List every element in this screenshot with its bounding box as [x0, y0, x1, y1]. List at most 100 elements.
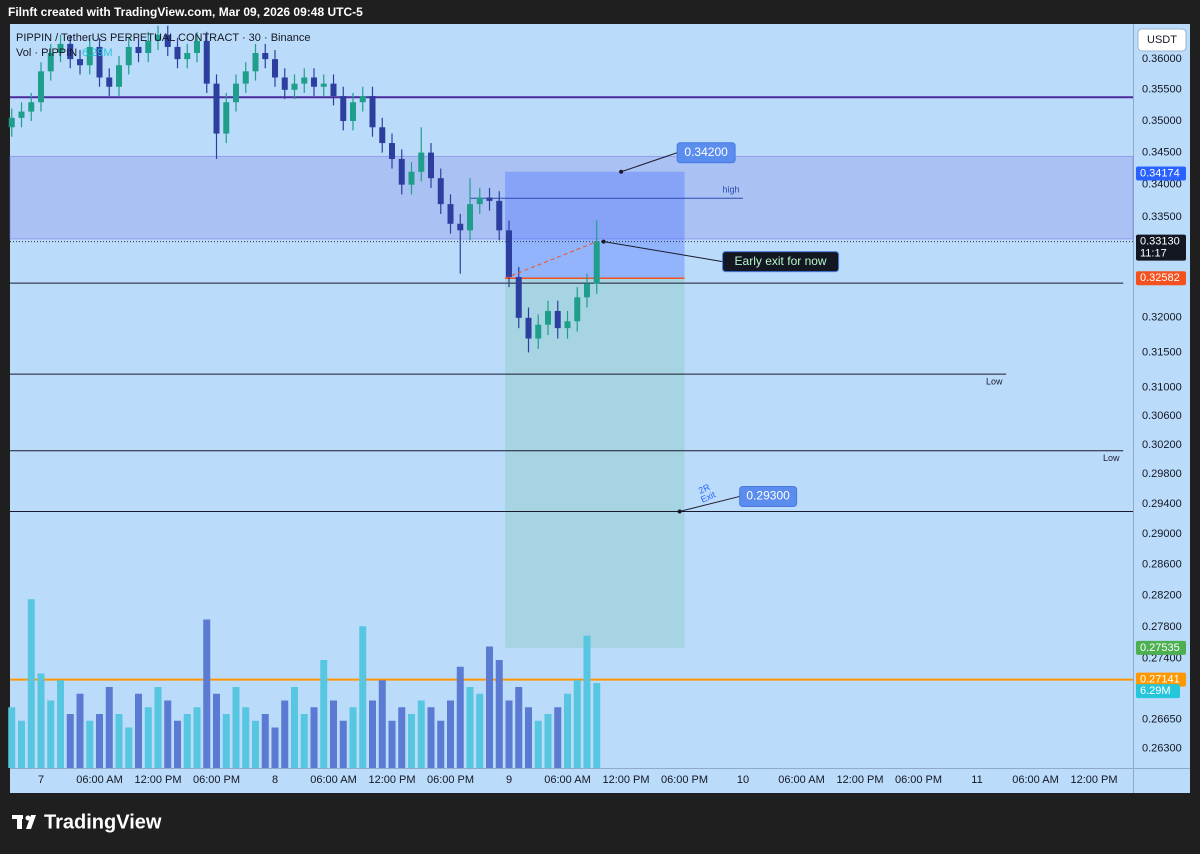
callout-text: 0.29300	[746, 489, 790, 503]
x-tick-label: 10	[737, 774, 749, 786]
volume-bar	[349, 707, 357, 768]
x-tick-label: 06:00 AM	[76, 774, 122, 786]
x-tick-label: 8	[272, 774, 278, 786]
y-tick-label: 0.33500	[1142, 211, 1182, 223]
callout-line	[603, 241, 723, 263]
candle-body	[369, 96, 376, 128]
level-label: high	[722, 185, 739, 195]
candle-body	[272, 59, 279, 78]
y-tick-label: 0.30200	[1142, 439, 1182, 451]
y-tick-label: 0.36000	[1142, 53, 1182, 65]
volume-bar	[291, 687, 299, 768]
y-tick-label: 0.31000	[1142, 381, 1182, 393]
price-label-bg	[1136, 672, 1186, 687]
candle-body	[194, 40, 201, 54]
y-tick-label: 0.35500	[1142, 84, 1182, 96]
y-tick-label: 0.34500	[1142, 146, 1182, 158]
price-label-bg	[1136, 271, 1186, 286]
tradingview-logo	[12, 815, 36, 829]
volume-bar	[18, 720, 26, 768]
zone	[9, 155, 1134, 240]
volume-bar	[300, 714, 308, 768]
candle-body	[564, 321, 571, 329]
volume-bar	[232, 687, 240, 768]
volume-bar	[388, 720, 396, 768]
currency-button[interactable]	[1137, 28, 1187, 52]
volume-label: 6.29M	[1140, 685, 1171, 697]
callout-box	[739, 485, 798, 507]
volume-bar	[447, 700, 455, 768]
volume-bar	[37, 673, 45, 768]
candle-body	[106, 77, 113, 87]
volume-bar	[408, 714, 416, 768]
volume-bar	[320, 660, 328, 768]
price-label-bg	[1136, 166, 1186, 181]
volume-bar	[222, 714, 230, 768]
callout-line	[620, 152, 678, 173]
candle-body	[311, 77, 318, 87]
x-tick-label: 9	[506, 774, 512, 786]
candle-body	[476, 197, 483, 205]
overlay: 0.36000 0.35500 0.35000 0.34500 0.34000 0.335…	[38, 53, 1186, 786]
callout-anchor	[677, 509, 682, 514]
volume-bar	[281, 700, 289, 768]
candle-body	[593, 241, 600, 284]
volume-bar	[57, 680, 65, 768]
candle-body	[164, 34, 171, 47]
volume-value: 6.29M	[82, 47, 113, 59]
candle-body	[554, 310, 561, 329]
y-tick-label: 0.27400	[1142, 653, 1182, 665]
candle-body	[252, 53, 259, 72]
volume-bar	[66, 714, 74, 768]
y-tick-label: 0.29000	[1142, 528, 1182, 540]
candle-body	[291, 83, 298, 90]
candle-body	[57, 43, 64, 54]
y-tick-label: 0.31500	[1142, 346, 1182, 358]
candle-body	[379, 127, 386, 144]
candle-body	[223, 102, 230, 134]
entry-trend	[504, 241, 597, 279]
callout-text: Early exit for now	[735, 254, 827, 268]
volume-bar	[203, 619, 211, 768]
y-tick-label: 0.29400	[1142, 498, 1182, 510]
callout-box	[676, 142, 736, 164]
candle-body	[86, 46, 93, 66]
current-price-label: 0.33130	[1140, 235, 1180, 247]
x-tick-label: 11	[971, 774, 982, 786]
callout-line	[679, 495, 740, 512]
candle-body	[350, 102, 357, 121]
candle-body	[496, 200, 503, 231]
volume-bar	[534, 720, 542, 768]
candle-body	[418, 152, 425, 172]
logo-shape	[17, 815, 22, 829]
volume-bar	[583, 635, 591, 768]
y-tick-label: 0.28200	[1142, 589, 1182, 601]
volume-bar	[135, 693, 143, 768]
volume-bar	[476, 693, 484, 768]
candle-body	[320, 83, 327, 87]
position-note-line: 2R	[697, 482, 712, 496]
candle-body	[155, 34, 162, 41]
candle-body	[398, 158, 405, 185]
x-tick-label: 06:00 PM	[193, 774, 240, 786]
volume-bar	[47, 700, 55, 768]
x-tick-label: 12:00 PM	[134, 774, 181, 786]
volume-title: Vol · PIPPIN	[16, 47, 77, 59]
volume-bar	[564, 693, 572, 768]
candle-body	[213, 83, 220, 134]
x-tick-label: 12:00 PM	[1070, 774, 1117, 786]
plot	[8, 25, 1134, 768]
candle-body	[330, 83, 337, 97]
volume-bar	[466, 687, 474, 768]
volume-bar	[398, 707, 406, 768]
volume-bar	[378, 680, 386, 768]
candle-body	[262, 53, 269, 60]
callout-text: 0.34200	[684, 145, 728, 159]
y-tick-label: 0.26650	[1142, 714, 1182, 726]
candle-body	[67, 43, 74, 60]
currency-label[interactable]: USDT	[1147, 34, 1177, 46]
candle-body	[545, 310, 552, 325]
candle-body	[428, 152, 435, 179]
